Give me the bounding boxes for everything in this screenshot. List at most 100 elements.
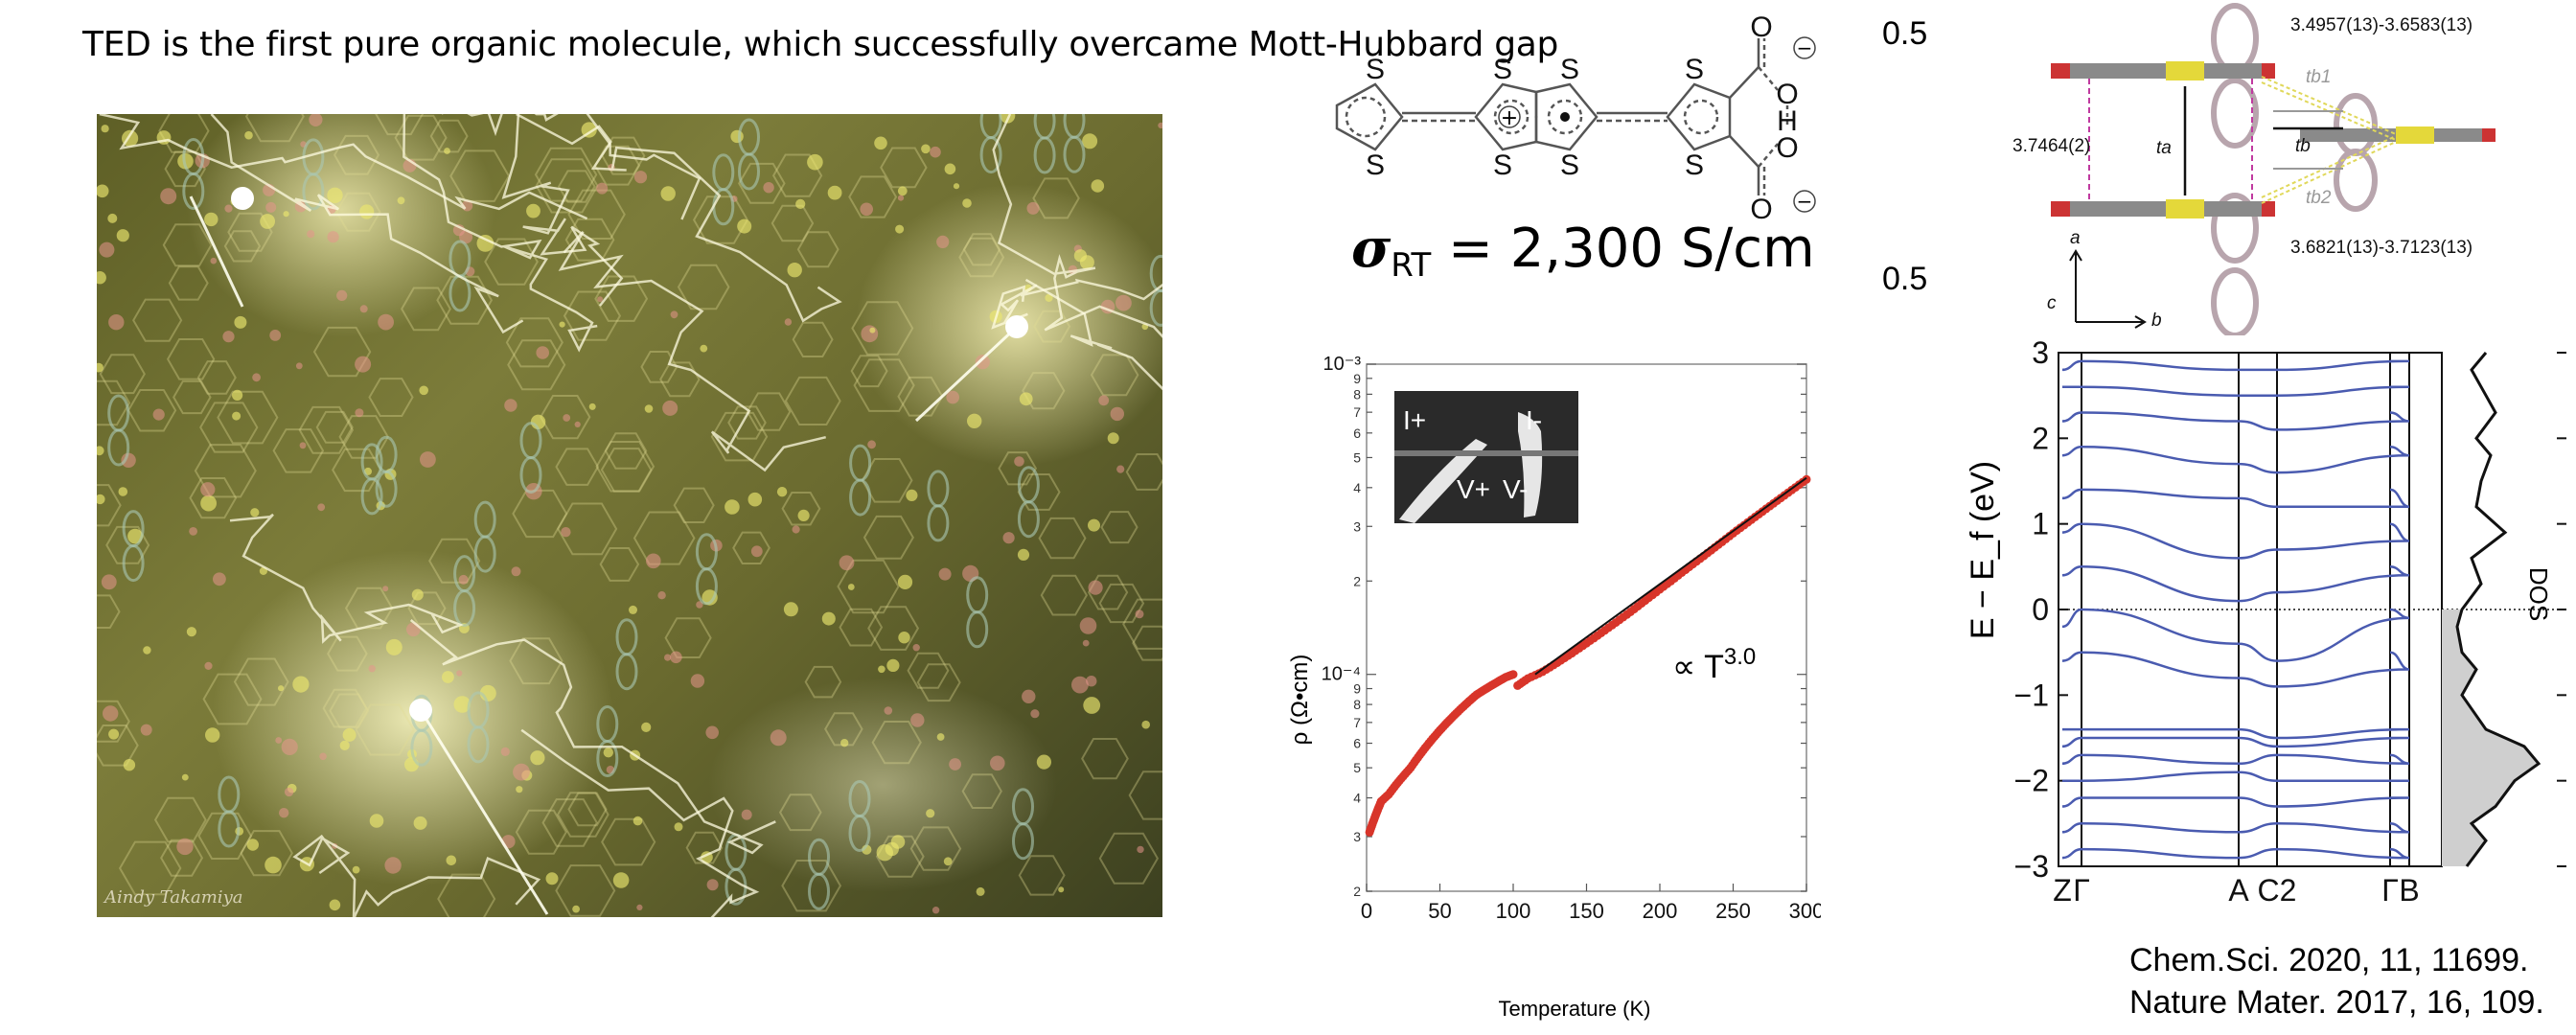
axis-label-b: b [2151,310,2162,331]
art-atom [938,567,952,581]
art-atom [1091,179,1105,193]
occupancy-bottom: 0.5 [1882,261,1928,297]
band-y-tick-label: 3 [2032,335,2049,370]
art-orbital [107,428,130,467]
art-atom [264,856,282,874]
data-point [1802,474,1811,484]
art-atom [932,907,940,914]
art-orbital [218,775,241,814]
art-atom [990,755,1005,771]
art-hexagon [118,840,182,896]
art-hexagon [850,355,888,388]
inset-label-i-minus: I- [1526,405,1542,435]
art-atom [612,872,630,888]
art-orbital [927,504,950,542]
art-atom [97,271,106,285]
art-hexagon [97,700,130,743]
crystal-label-left: 3.7464(2) [2012,136,2090,156]
art-atom [1058,886,1065,893]
art-atom [1116,294,1132,311]
art-orbital [596,740,619,777]
art-atom [581,122,597,138]
art-hexagon [1017,473,1061,511]
art-atom [140,724,152,736]
art-atom [572,905,580,913]
band-y-tick-label: 1 [2032,507,2049,541]
contact-lines [2261,76,2397,204]
art-orbital [596,705,619,743]
power-law-fit-line [1534,476,1807,676]
art-orbital [615,653,638,691]
art-hexagon [792,321,834,357]
sigma-value: = 2,300 S/cm [1431,218,1815,280]
art-orbital [410,728,433,767]
thiophene-ring-left [1335,82,1404,151]
art-atom [545,872,559,886]
art-atom [1088,518,1100,532]
art-hexagon [796,231,840,268]
art-atom [633,171,648,184]
art-atom [706,879,719,891]
art-atom [200,482,216,497]
sigma-symbol: σ [1351,217,1392,280]
art-hexagon [355,703,415,756]
resistivity-x-label: Temperature (K) [1499,997,1651,1021]
art-atom [160,188,177,205]
art-atom [406,622,421,637]
art-atom [279,808,289,818]
art-hexagon [315,410,354,444]
band-line [2061,411,2410,431]
art-atom [281,738,298,756]
art-atom [588,402,596,410]
art-hexagon [567,792,608,827]
art-atom [597,296,604,303]
art-atom [861,325,879,343]
k-point-label: C2 [2258,873,2297,908]
art-hexagon [153,796,207,843]
art-hexagon [132,298,183,342]
art-hexagon [298,405,355,454]
art-hexagon [958,237,1005,278]
art-hexagon [332,448,382,493]
crystal-axes [2069,249,2147,329]
y-minor-tick-label: 7 [1353,404,1361,420]
artwork-image: Aindy Takamiya [97,114,1162,917]
art-light-beam [419,709,549,915]
art-atom [189,527,197,536]
art-atom [936,733,945,741]
art-atom [976,886,985,896]
art-atom [458,574,469,585]
art-hexagon [197,812,253,860]
art-atom [1030,709,1040,719]
art-atom [949,758,961,770]
art-atom [1082,133,1098,150]
art-atom [895,224,905,234]
art-atom [1019,392,1033,406]
art-atom [975,355,990,370]
art-atom [921,144,931,154]
art-atom [204,661,213,671]
art-hexagon [875,835,925,878]
art-orbital [979,114,1002,140]
art-atom [327,231,339,243]
art-atom [897,195,905,201]
art-orbital [122,544,145,583]
art-hexagon [189,477,238,519]
resistivity-points [1365,474,1811,837]
reference-2: Nature Mater. 2017, 16, 109. [2129,984,2544,1021]
art-hexagon [407,591,447,626]
band-y-tick-label: 0 [2032,592,2049,627]
art-hexagon [897,376,944,417]
art-hexagon [738,162,786,204]
art-atom [1086,676,1097,687]
art-atom [355,356,372,373]
art-atom [898,632,910,644]
y-minor-tick-label: 2 [1353,884,1361,899]
art-light-beam [189,196,244,308]
art-atom [1014,456,1024,467]
art-hexagon [436,275,494,325]
art-atom [295,362,303,370]
art-hexagon [394,114,448,161]
art-atom [250,508,260,518]
art-atom [821,611,836,626]
